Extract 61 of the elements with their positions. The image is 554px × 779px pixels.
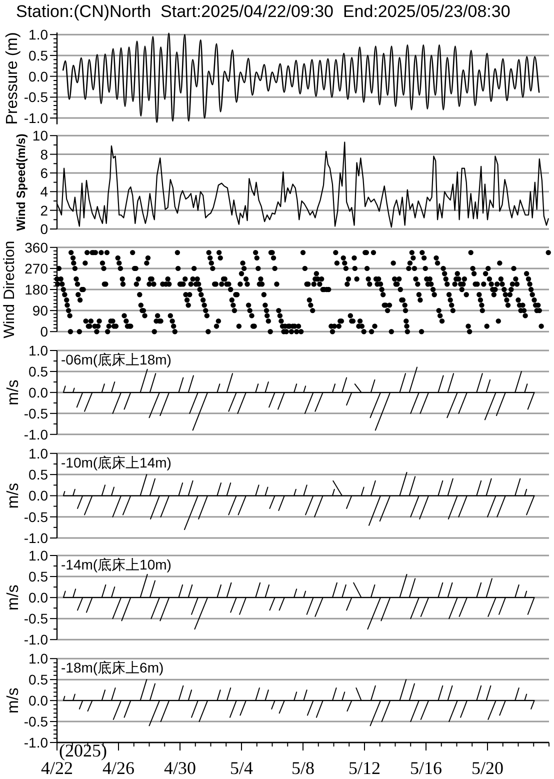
- y-tick-label: 2: [40, 202, 48, 218]
- y-axis-title: m/s: [5, 482, 22, 509]
- y-tick-label: 0.5: [28, 466, 48, 483]
- chart-title: -18m(底床上6m): [61, 660, 164, 676]
- annotation: (2025): [59, 740, 107, 760]
- y-tick-label: 0.5: [28, 672, 48, 688]
- y-tick-label: 0: [40, 221, 48, 237]
- x-tick-label: 4/30: [164, 758, 196, 778]
- line-series: [62, 679, 535, 726]
- line-series: [62, 32, 540, 123]
- y-tick-label: 1.0: [28, 548, 48, 564]
- y-tick-label: -1.0: [24, 426, 48, 442]
- x-tick-label: 5/16: [410, 758, 442, 778]
- y-tick-label: 0.5: [28, 47, 48, 64]
- y-tick-label: 180: [24, 282, 48, 298]
- y-tick-label: 0.0: [28, 68, 48, 84]
- y-tick-label: 1.0: [28, 26, 48, 43]
- x-tick-label: 4/26: [102, 758, 135, 778]
- y-axis-title: Pressure (m): [4, 32, 21, 125]
- y-tick-label: 8: [40, 146, 48, 162]
- line-series: [62, 366, 535, 431]
- y-tick-label: 1.0: [28, 650, 48, 667]
- y-axis-title: m/s: [5, 380, 22, 406]
- chart-title: Station:(CN)North Start:2025/04/22/09:30 End:2025/05/23/08:30: [16, 2, 510, 21]
- y-tick-label: 0.0: [28, 384, 48, 400]
- y-axis-title: Wind Speed(m/s): [14, 134, 28, 231]
- y-axis-title: Wind Direction: [1, 240, 18, 338]
- y-tick-label: 90: [32, 302, 48, 319]
- y-tick-label: -1.0: [24, 632, 48, 648]
- y-tick-label: 4: [40, 184, 48, 200]
- y-tick-label: -0.5: [24, 508, 48, 525]
- y-tick-label: 0.0: [28, 692, 48, 709]
- x-tick-label: 5/20: [471, 758, 504, 778]
- x-tick-label: 5/4: [230, 758, 254, 778]
- y-tick-label: -0.5: [24, 714, 48, 730]
- y-tick-label: 1.0: [28, 342, 48, 358]
- y-tick-label: -0.5: [24, 89, 48, 106]
- y-tick-label: -0.5: [24, 405, 48, 422]
- x-tick-label: 5/12: [348, 758, 381, 778]
- y-tick-label: 0.5: [28, 568, 48, 585]
- line-series: [62, 472, 535, 530]
- y-axis-title: m/s: [5, 688, 22, 714]
- chart-title: -10m(底床上14m): [61, 454, 172, 470]
- line-series: [62, 574, 535, 630]
- y-tick-label: -0.5: [24, 610, 48, 627]
- y-tick-label: 0.0: [28, 488, 48, 504]
- y-tick-label: 6: [40, 164, 48, 181]
- y-tick-label: 10: [32, 128, 48, 144]
- chart-title: -14m(底床上10m): [61, 556, 172, 572]
- y-tick-label: -1.0: [24, 530, 48, 546]
- y-tick-label: 1.0: [28, 445, 48, 462]
- chart-title: -06m(底床上18m): [61, 352, 172, 368]
- y-tick-label: 0.0: [28, 590, 48, 606]
- y-axis-title: m/s: [5, 584, 22, 610]
- x-tick-label: 5/8: [291, 758, 315, 778]
- y-tick-label: 360: [24, 239, 48, 256]
- y-tick-label: 0.5: [28, 363, 48, 380]
- y-tick-label: -1.0: [24, 110, 48, 126]
- y-tick-label: 0: [40, 324, 48, 340]
- y-tick-label: 270: [24, 260, 48, 276]
- y-tick-label: -1.0: [24, 734, 48, 750]
